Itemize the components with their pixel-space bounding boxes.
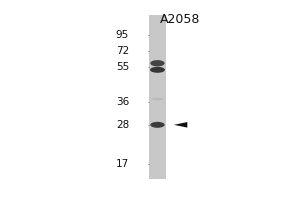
Text: 28: 28 bbox=[116, 120, 129, 130]
Text: 55: 55 bbox=[116, 62, 129, 72]
Ellipse shape bbox=[151, 98, 164, 100]
Text: 36: 36 bbox=[116, 97, 129, 107]
Text: 95: 95 bbox=[116, 30, 129, 40]
Ellipse shape bbox=[150, 122, 165, 128]
Polygon shape bbox=[174, 122, 187, 128]
Bar bbox=[149, 15, 166, 179]
Ellipse shape bbox=[150, 67, 165, 73]
Ellipse shape bbox=[150, 60, 165, 66]
Text: 17: 17 bbox=[116, 159, 129, 169]
Text: 72: 72 bbox=[116, 46, 129, 56]
Text: A2058: A2058 bbox=[160, 13, 200, 26]
